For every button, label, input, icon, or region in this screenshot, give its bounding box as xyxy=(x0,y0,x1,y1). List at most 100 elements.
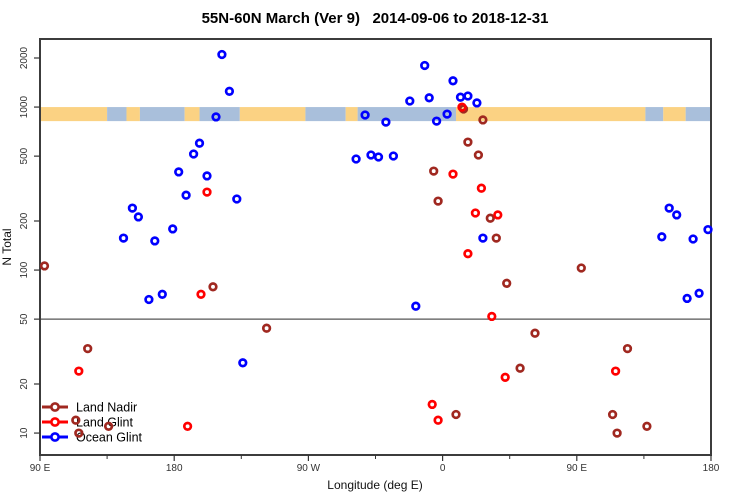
legend-label: Land Nadir xyxy=(76,401,137,415)
data-point-ocean-glint xyxy=(472,98,482,108)
legend-item-ocean-glint: Ocean Glint xyxy=(42,431,143,445)
data-point-ocean-glint xyxy=(127,203,138,213)
data-point-ocean-glint xyxy=(351,154,361,164)
data-point-ocean-glint xyxy=(388,151,399,161)
data-point-ocean-glint xyxy=(373,152,384,162)
data-point-land-glint xyxy=(74,366,84,376)
y-tick-label: 50 xyxy=(19,313,30,325)
data-point-ocean-glint xyxy=(174,167,184,177)
data-point-ocean-glint xyxy=(211,112,221,122)
map-band-land xyxy=(40,107,108,122)
map-band-land xyxy=(126,107,140,122)
map-band-land xyxy=(663,107,686,122)
data-point-land-nadir xyxy=(622,343,633,354)
x-tick-label: 180 xyxy=(703,463,720,474)
x-tick-label: 90 E xyxy=(30,463,51,474)
data-point-land-nadir xyxy=(261,323,272,333)
map-band-land xyxy=(345,107,358,122)
data-point-ocean-glint xyxy=(360,110,370,120)
map-band-land xyxy=(239,107,306,122)
data-point-ocean-glint xyxy=(232,194,242,204)
data-point-land-glint xyxy=(500,372,510,382)
data-point-ocean-glint xyxy=(157,289,167,299)
data-point-land-glint xyxy=(610,366,621,376)
x-tick-label: 0 xyxy=(440,463,446,474)
data-point-land-nadir xyxy=(530,328,540,338)
x-tick-label: 180 xyxy=(166,463,183,474)
data-point-land-glint xyxy=(493,210,503,220)
legend-label: Ocean Glint xyxy=(76,431,143,445)
data-point-land-nadir xyxy=(71,415,81,425)
map-band-ocean xyxy=(357,107,457,122)
data-point-land-nadir xyxy=(83,343,93,354)
data-point-land-nadir xyxy=(208,282,218,292)
data-point-ocean-glint xyxy=(424,93,434,103)
data-point-land-nadir xyxy=(103,421,114,431)
data-point-land-glint xyxy=(202,187,212,197)
map-band-ocean xyxy=(139,107,185,122)
map-band-land xyxy=(456,107,646,122)
data-point-land-nadir xyxy=(473,150,484,160)
data-point-land-nadir xyxy=(642,421,652,431)
data-point-land-nadir xyxy=(491,233,501,243)
data-point-land-glint xyxy=(457,102,467,112)
data-point-ocean-glint xyxy=(411,301,421,311)
chart-layer: 90 E 180 90 W 0 90 E 180 2000 1000 500 200 100 50 20… xyxy=(19,38,720,474)
data-point-land-nadir xyxy=(515,363,525,373)
data-point-ocean-glint xyxy=(478,233,488,243)
data-point-land-nadir xyxy=(433,196,443,206)
data-point-land-nadir xyxy=(451,409,461,420)
legend-marker-icon xyxy=(50,402,60,412)
data-point-land-glint xyxy=(433,415,443,425)
chart-title: 55N-60N March (Ver 9) 2014-09-06 to 2018… xyxy=(202,10,549,27)
data-point-ocean-glint xyxy=(455,92,466,102)
data-point-land-glint xyxy=(470,208,481,218)
data-point-ocean-glint xyxy=(238,358,248,368)
data-point-land-nadir xyxy=(607,409,618,420)
x-axis-label: Longitude (deg E) xyxy=(327,478,422,492)
data-point-ocean-glint xyxy=(150,236,160,246)
data-point-ocean-glint xyxy=(431,116,442,126)
data-point-land-glint xyxy=(182,421,193,431)
x-tick-label: 90 W xyxy=(297,463,321,474)
data-point-ocean-glint xyxy=(188,149,199,159)
data-point-ocean-glint xyxy=(202,171,212,181)
y-tick-label: 500 xyxy=(19,147,30,164)
map-band-ocean xyxy=(685,107,711,122)
y-tick-label: 2000 xyxy=(19,46,30,69)
data-point-ocean-glint xyxy=(703,224,713,235)
data-point-ocean-glint xyxy=(224,86,235,96)
legend-item-land-glint: Land Glint xyxy=(42,416,134,430)
data-point-ocean-glint xyxy=(694,288,704,298)
x-tick-label: 90 E xyxy=(567,463,588,474)
data-point-ocean-glint xyxy=(366,150,376,160)
data-point-ocean-glint xyxy=(448,76,458,86)
data-point-land-nadir xyxy=(502,278,512,288)
data-point-ocean-glint xyxy=(682,293,692,304)
data-point-ocean-glint xyxy=(217,49,227,60)
data-point-ocean-glint xyxy=(672,210,682,220)
data-point-ocean-glint xyxy=(442,109,452,119)
map-band-ocean xyxy=(107,107,127,122)
data-point-ocean-glint xyxy=(194,138,205,148)
legend-marker-icon xyxy=(50,432,60,442)
data-point-land-nadir xyxy=(463,137,473,147)
data-point-land-nadir xyxy=(39,261,50,271)
data-point-ocean-glint xyxy=(181,190,191,200)
plot-frame xyxy=(39,38,712,456)
data-point-ocean-glint xyxy=(420,60,430,71)
data-point-ocean-glint xyxy=(118,233,129,243)
data-point-ocean-glint xyxy=(688,234,698,244)
y-tick-label: 100 xyxy=(19,261,30,278)
y-tick-label: 200 xyxy=(19,212,30,229)
data-point-land-glint xyxy=(463,249,473,259)
data-point-land-glint xyxy=(427,399,437,410)
data-point-ocean-glint xyxy=(381,117,391,127)
data-point-land-glint xyxy=(448,169,458,179)
data-point-land-nadir xyxy=(612,428,622,438)
data-point-land-glint xyxy=(196,289,206,299)
data-point-land-glint xyxy=(487,311,497,322)
legend-label: Land Glint xyxy=(76,416,134,430)
